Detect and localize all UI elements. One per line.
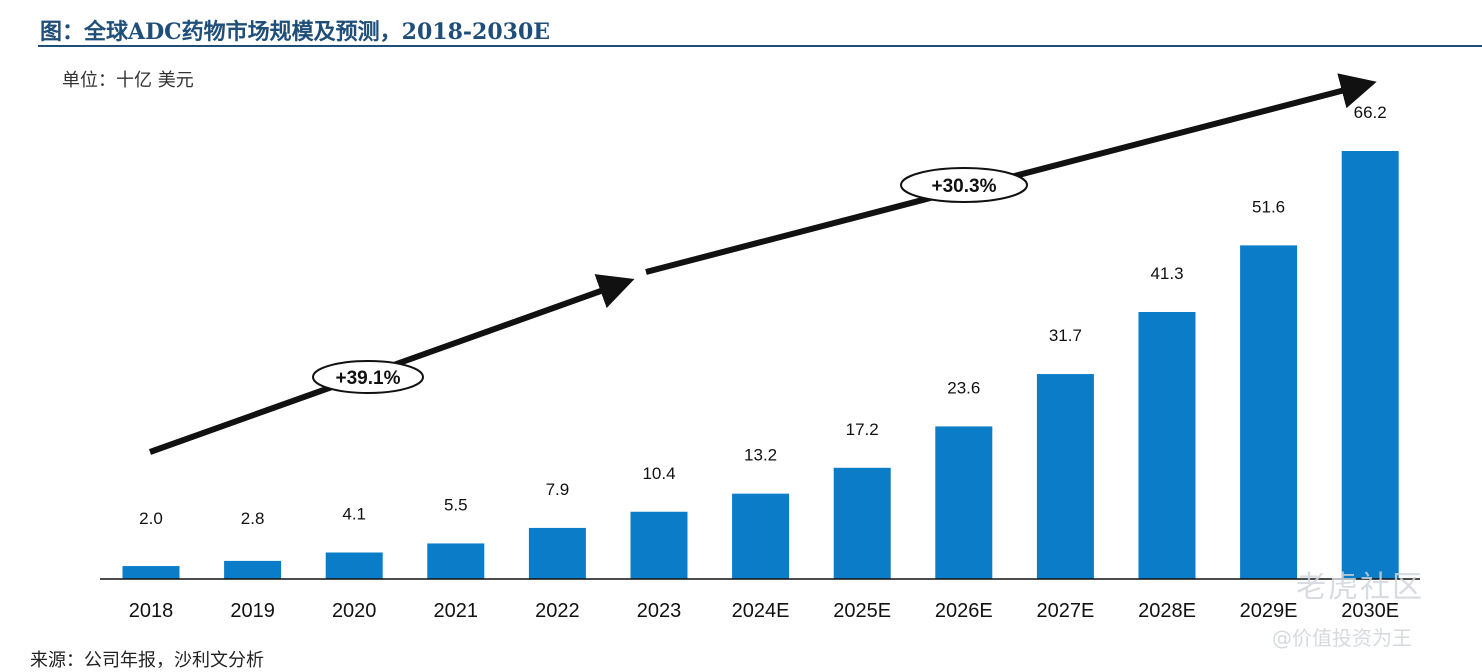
- x-tick-2027E: 2027E: [1036, 600, 1094, 622]
- x-tick-2019: 2019: [230, 600, 275, 622]
- value-label-2020: 4.1: [342, 504, 366, 523]
- bar-2018: [122, 566, 180, 579]
- bar-2027E: [1036, 374, 1094, 579]
- value-label-2030E: 66.2: [1354, 103, 1387, 122]
- value-label-2023: 10.4: [642, 464, 675, 483]
- bar-2029E: [1240, 245, 1298, 579]
- watermark-user: @价值投资为王: [1272, 626, 1412, 650]
- x-tick-2021: 2021: [434, 600, 479, 622]
- bar-2021: [427, 543, 485, 579]
- cagr-bubble-1: [312, 360, 424, 394]
- x-tick-2026E: 2026E: [935, 600, 993, 622]
- cagr-label-1: +39.1%: [336, 368, 401, 389]
- cagr-bubble-2: [900, 167, 1028, 203]
- value-label-2026E: 23.6: [947, 378, 980, 397]
- chart-title: 图：全球ADC药物市场规模及预测，2018-2030E: [40, 19, 551, 45]
- bar-2030E: [1341, 151, 1399, 579]
- value-label-2019: 2.8: [241, 509, 265, 528]
- x-tick-2029E: 2029E: [1240, 600, 1298, 622]
- x-tick-2025E: 2025E: [833, 600, 891, 622]
- bar-2026E: [935, 426, 993, 579]
- value-label-2018: 2.0: [139, 509, 163, 528]
- bar-2028E: [1138, 311, 1196, 579]
- bar-2022: [528, 527, 586, 579]
- value-label-2029E: 51.6: [1252, 197, 1285, 216]
- x-tick-2018: 2018: [129, 600, 174, 622]
- value-label-2028E: 41.3: [1150, 264, 1183, 283]
- unit-label: 单位：十亿 美元: [62, 70, 194, 91]
- source-note: 来源：公司年报，沙利文分析: [30, 650, 264, 671]
- x-tick-2024E: 2024E: [732, 600, 790, 622]
- cagr-label-2: +30.3%: [932, 176, 997, 197]
- x-tick-2030E: 2030E: [1341, 600, 1399, 622]
- bar-2019: [224, 560, 282, 579]
- x-tick-2023: 2023: [637, 600, 682, 622]
- bar-2023: [630, 511, 688, 579]
- bar-2020: [325, 552, 383, 579]
- x-tick-2022: 2022: [535, 600, 580, 622]
- bar-2024E: [732, 493, 790, 579]
- bar-2025E: [833, 467, 891, 579]
- value-label-2021: 5.5: [444, 495, 468, 514]
- value-label-2025E: 17.2: [846, 420, 879, 439]
- title-divider: [38, 45, 1482, 47]
- x-tick-2028E: 2028E: [1138, 600, 1196, 622]
- x-tick-2020: 2020: [332, 600, 377, 622]
- value-label-2024E: 13.2: [744, 446, 777, 465]
- value-label-2022: 7.9: [546, 480, 570, 499]
- value-label-2027E: 31.7: [1049, 326, 1082, 345]
- watermark-brand: 老虎社区: [1296, 570, 1424, 605]
